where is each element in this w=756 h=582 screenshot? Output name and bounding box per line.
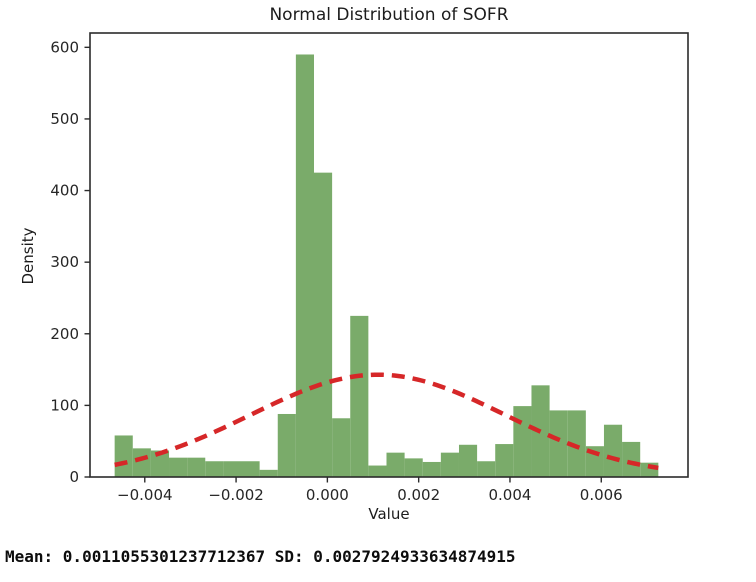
histogram-bar <box>150 450 170 477</box>
y-axis-label: Density <box>19 227 37 285</box>
y-tick-label: 400 <box>50 182 79 200</box>
histogram-bar <box>187 457 206 477</box>
histogram-bar <box>458 444 478 477</box>
histogram-bar <box>241 461 260 477</box>
x-tick-label: 0.002 <box>397 486 440 504</box>
histogram-bar <box>549 410 568 477</box>
histogram-bar <box>259 469 278 477</box>
y-tick-label: 500 <box>50 110 79 128</box>
histogram-bar <box>368 465 387 477</box>
x-tick-label: 0.006 <box>580 486 623 504</box>
normal-curve <box>114 372 659 471</box>
histogram-bar <box>169 457 188 477</box>
histogram-bar <box>622 441 641 477</box>
histogram-bar <box>495 444 514 477</box>
histogram-bar <box>603 424 623 477</box>
stats-footer: Mean: 0.0011055301237712367 SD: 0.002792… <box>5 547 516 566</box>
plot-spine <box>89 32 689 478</box>
histogram-bar <box>114 435 133 477</box>
x-tick-label: −0.004 <box>117 486 173 504</box>
histogram-bar <box>205 461 224 477</box>
histogram-bar <box>332 418 351 477</box>
y-tick-label: 0 <box>69 468 79 486</box>
y-tick-label: 100 <box>50 396 79 414</box>
histogram-bar <box>422 461 441 477</box>
y-tick-label: 300 <box>50 253 79 271</box>
histogram-bar <box>277 413 296 477</box>
histogram-bar <box>567 410 586 477</box>
histogram-bar <box>295 54 314 477</box>
x-tick-label: −0.002 <box>208 486 264 504</box>
histogram-bar <box>440 452 459 477</box>
x-tick-label: 0.000 <box>306 486 349 504</box>
histogram-bar <box>404 458 423 477</box>
histogram-bar <box>223 461 242 477</box>
histogram-bar <box>313 172 333 478</box>
histogram-bar <box>477 461 496 477</box>
histogram-bar <box>513 406 532 477</box>
y-tick-label: 600 <box>50 38 79 56</box>
x-axis-label: Value <box>368 505 410 523</box>
plot-area: −0.004 −0.002 0.000 0.002 0.004 0.006 0 100 200 3… <box>50 32 689 504</box>
y-tick-label: 200 <box>50 325 79 343</box>
histogram-bar <box>350 315 369 477</box>
histogram-bar <box>132 448 151 477</box>
histogram-bar <box>386 452 405 477</box>
x-tick-label: 0.004 <box>488 486 531 504</box>
chart-title: Normal Distribution of SOFR <box>269 5 509 25</box>
